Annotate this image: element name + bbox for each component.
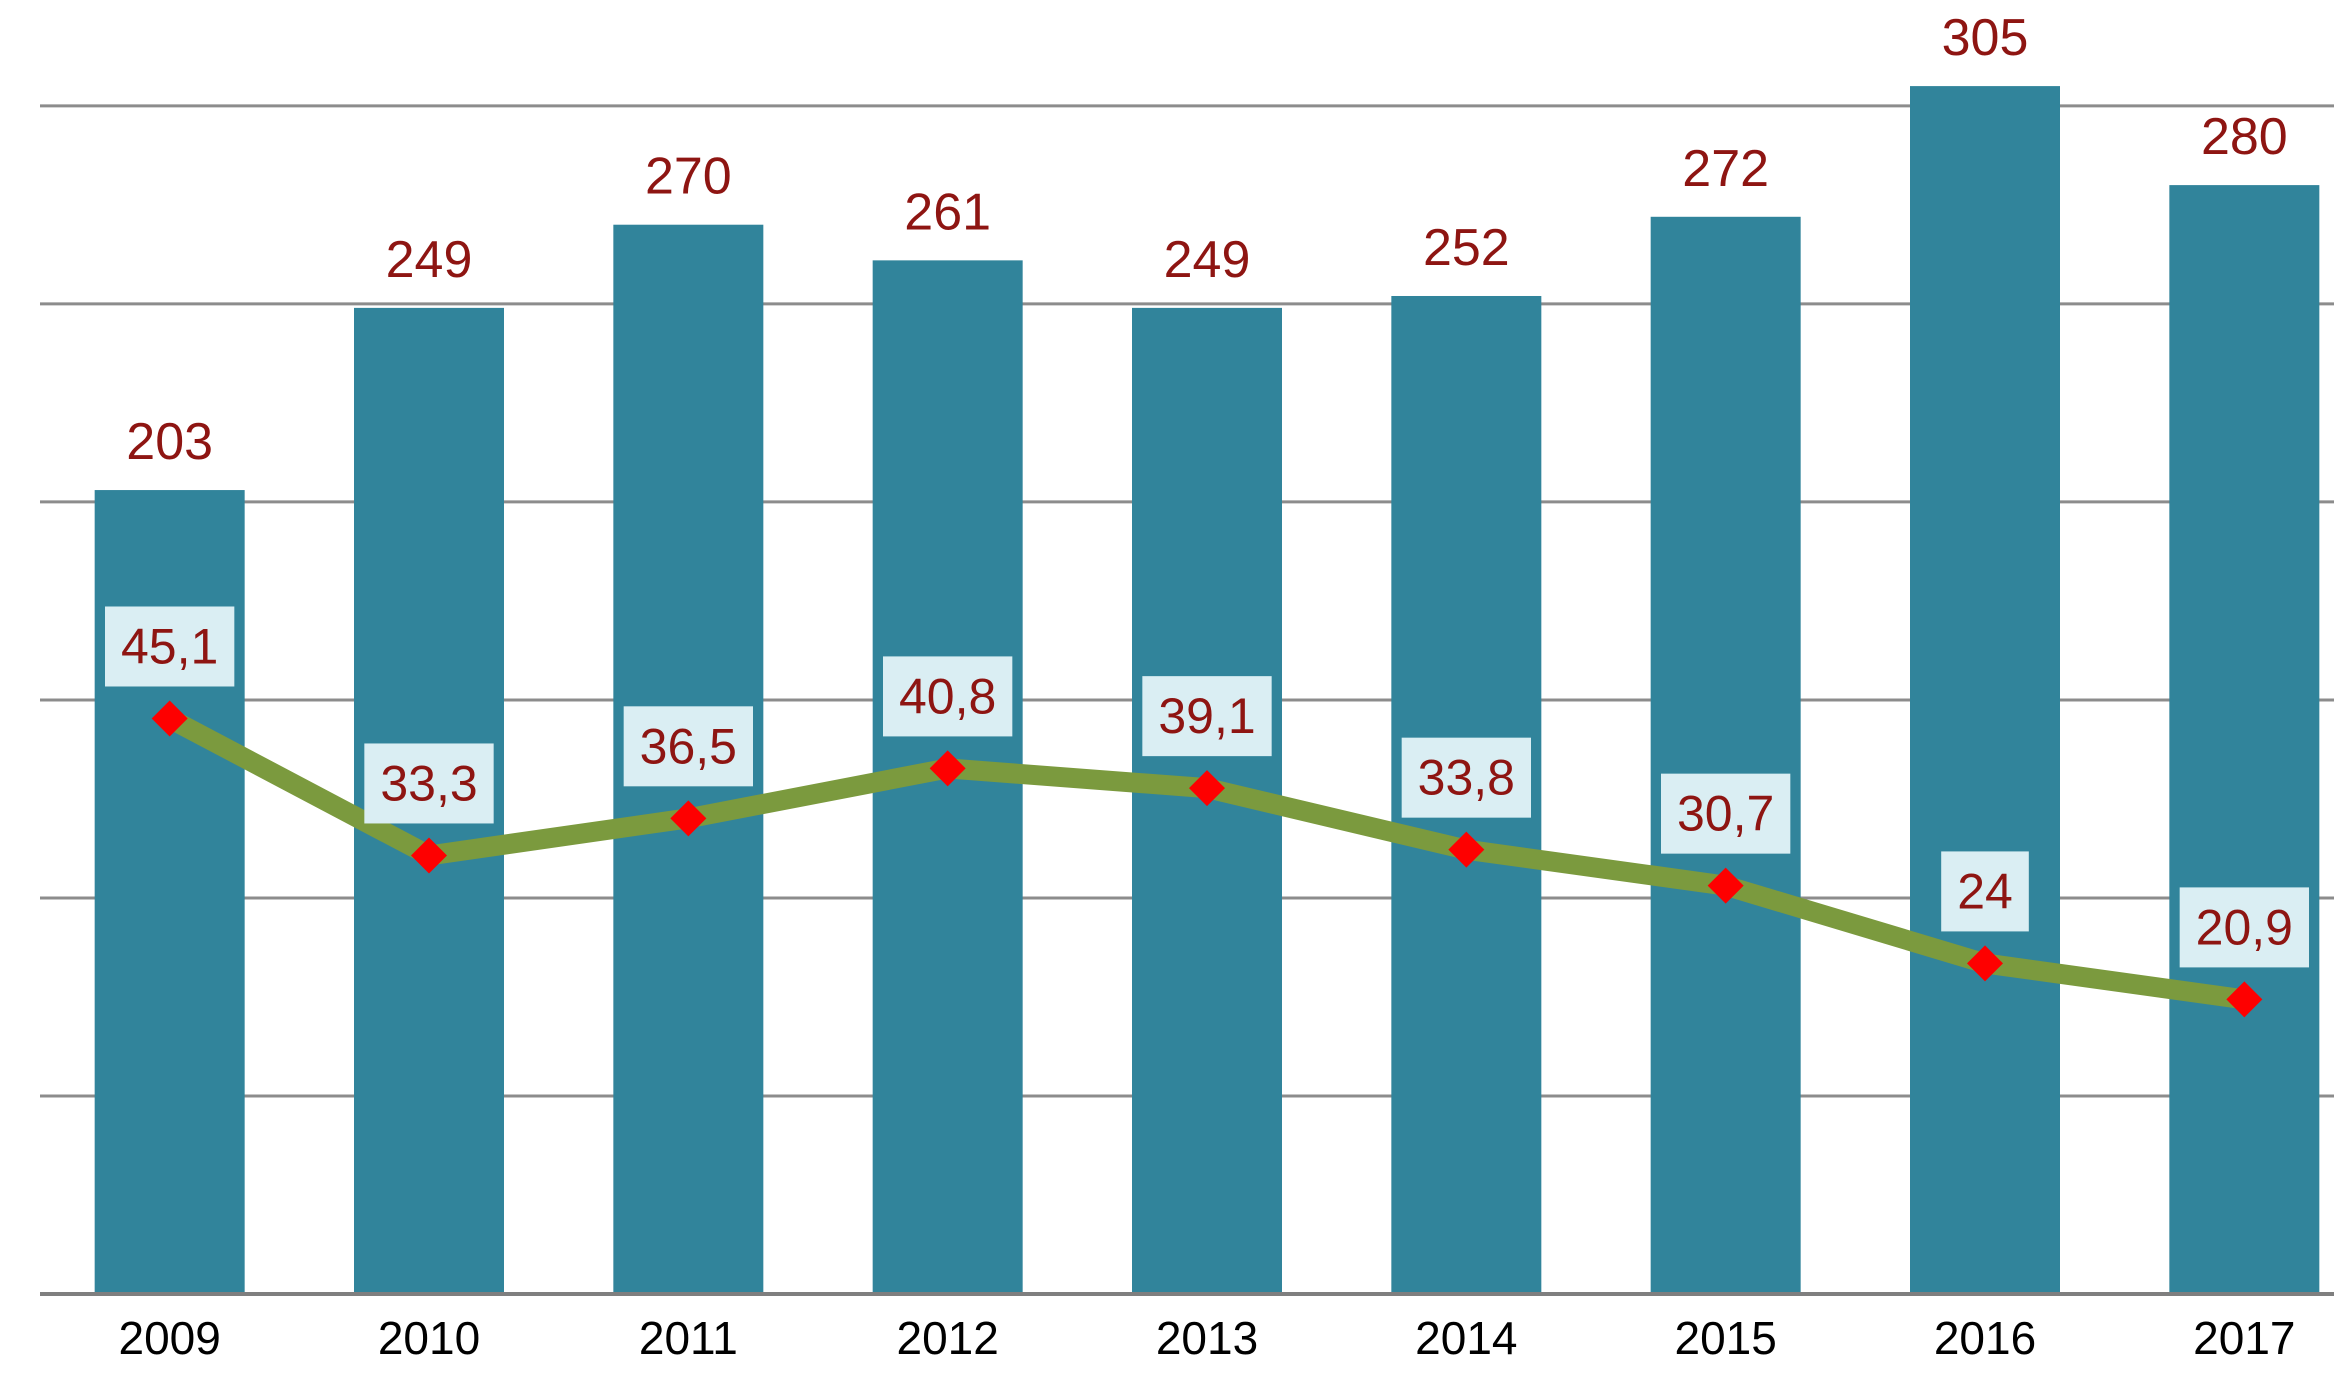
diamond-marker-2014 [1448, 831, 1485, 868]
bar-value-label-2009: 203 [126, 413, 213, 471]
line-value-label-2013: 39,1 [1158, 688, 1255, 744]
line-value-label-2015: 30,7 [1677, 786, 1774, 842]
line-value-label-2014: 33,8 [1418, 750, 1515, 806]
line-value-box-2016 [1941, 851, 2029, 932]
x-axis-label-2010: 2010 [378, 1312, 480, 1364]
bar-value-label-2011: 270 [645, 148, 732, 206]
bar-value-label-2017: 280 [2201, 108, 2288, 166]
line-value-box-2012 [883, 656, 1013, 737]
diamond-marker-2010 [411, 837, 447, 874]
line-value-label-2016: 24 [1957, 863, 2013, 919]
x-axis-label-2013: 2013 [1156, 1312, 1258, 1364]
x-axis-label-2011: 2011 [639, 1312, 738, 1364]
bar-value-label-2010: 249 [386, 231, 473, 289]
x-axis-label-2016: 2016 [1934, 1312, 2036, 1364]
diamond-marker-2017 [2226, 981, 2263, 1018]
x-axis-label-2009: 2009 [118, 1312, 220, 1364]
x-axis-label-2012: 2012 [896, 1312, 998, 1364]
bar-value-label-2015: 272 [1682, 140, 1769, 198]
x-axis-label-2015: 2015 [1674, 1312, 1776, 1364]
bar-value-label-2016: 305 [1942, 16, 2029, 67]
bar-value-label-2013: 249 [1164, 231, 1251, 289]
line-value-label-2010: 33,3 [380, 755, 477, 811]
diamond-marker-2009 [151, 700, 188, 737]
diamond-marker-2016 [1967, 945, 2003, 982]
diamond-marker-2015 [1707, 867, 1744, 904]
diamond-marker-2011 [670, 800, 707, 837]
diamond-marker-2013 [1189, 770, 1225, 807]
chart-canvas: 45,1 33,3 36,5 40,8 39,1 33,8 30,7 24 20,9 203 249… [40, 16, 2334, 1364]
line-value-box-2017 [2179, 887, 2309, 968]
line-value-label-2011: 36,5 [640, 718, 737, 774]
bar-2016 [1910, 86, 2060, 1295]
bar-value-label-2014: 252 [1423, 219, 1510, 277]
line-value-box-2015 [1661, 773, 1791, 854]
bar-2015 [1650, 216, 1801, 1295]
line-value-box-2011 [623, 706, 753, 787]
line-value-label-2017: 20,9 [2196, 899, 2293, 955]
x-axis-label-2017: 2017 [2193, 1312, 2295, 1364]
line-value-box-2009 [105, 606, 235, 687]
diamond-marker-2012 [929, 750, 966, 787]
x-axis-label-2014: 2014 [1415, 1312, 1517, 1364]
bar-2017 [2169, 185, 2320, 1294]
bar-line-chart: 45,1 33,3 36,5 40,8 39,1 33,8 30,7 24 20,9 203 249… [40, 16, 2334, 1369]
line-value-box-2010 [364, 743, 494, 824]
line-value-label-2009: 45,1 [121, 618, 218, 674]
line-value-box-2013 [1142, 676, 1272, 757]
bar-value-label-2012: 261 [904, 183, 991, 241]
line-value-label-2012: 40,8 [899, 668, 996, 724]
line-value-box-2014 [1401, 737, 1531, 818]
